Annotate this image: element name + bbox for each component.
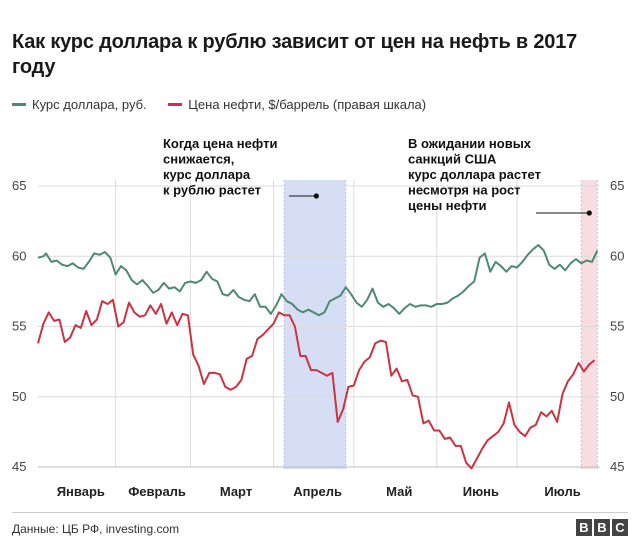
highlight-band	[581, 180, 598, 469]
x-tick-label: Февраль	[128, 484, 186, 499]
y-left-tick-label: 60	[12, 248, 26, 263]
legend-label-usd: Курс доллара, руб.	[32, 97, 147, 112]
legend-item-usd: Курс доллара, руб.	[12, 97, 147, 112]
legend: Курс доллара, руб. Цена нефти, $/баррель…	[12, 97, 444, 112]
annotation-text: В ожидании новых санкций США курс доллара …	[408, 136, 541, 213]
usd-rate-line	[37, 244, 599, 317]
annotation-line: В ожидании новых	[408, 136, 532, 151]
annotation-line: к рублю растет	[163, 183, 261, 198]
y-right-tick-label: 45	[610, 459, 624, 474]
source-note: Данные: ЦБ РФ, investing.com	[12, 522, 180, 536]
x-tick-label: Июль	[544, 484, 580, 499]
y-left-tick-label: 55	[12, 319, 26, 334]
x-tick-label: Май	[386, 484, 412, 499]
annotation-line: несмотря на рост	[408, 183, 521, 198]
annotation-line: санкций США	[408, 152, 497, 167]
annotation-dot	[313, 193, 319, 199]
annotation-line: курс доллара растет	[408, 167, 541, 182]
y-right-tick-label: 50	[610, 389, 624, 404]
chart-title: Как курс доллара к рублю зависит от цен …	[12, 31, 578, 78]
bbc-logo-letter: C	[612, 519, 628, 536]
y-right-tick-label: 55	[610, 319, 624, 334]
bbc-logo-letter: B	[576, 519, 592, 536]
legend-swatch-oil	[168, 103, 183, 107]
annotation-dot	[586, 210, 592, 216]
legend-label-oil: Цена нефти, $/баррель (правая шкала)	[188, 97, 427, 112]
annotation-line: цены нефти	[408, 198, 486, 213]
x-tick-label: Март	[220, 484, 252, 499]
x-tick-label: Июнь	[463, 484, 499, 499]
y-left-tick-label: 50	[12, 389, 26, 404]
footer-divider	[12, 512, 628, 513]
x-tick-label: Апрель	[293, 484, 342, 499]
y-right-tick-label: 65	[610, 178, 624, 193]
bbc-logo: B B C	[576, 519, 628, 536]
y-left-tick-label: 45	[12, 459, 26, 474]
annotation-line: Когда цена нефти	[163, 136, 277, 151]
bbc-logo-letter: B	[594, 519, 610, 536]
x-tick-label: Январь	[57, 484, 105, 499]
y-left-tick-label: 65	[12, 178, 26, 193]
y-right-tick-label: 60	[610, 248, 624, 263]
legend-item-oil: Цена нефти, $/баррель (правая шкала)	[168, 97, 426, 112]
annotation-line: снижается,	[163, 152, 234, 167]
annotation-line: курс доллара	[163, 167, 251, 182]
legend-swatch-usd	[12, 103, 26, 107]
annotation-text: Когда цена нефти снижается, курс доллара к …	[163, 136, 277, 198]
oil-price-line	[37, 298, 596, 470]
